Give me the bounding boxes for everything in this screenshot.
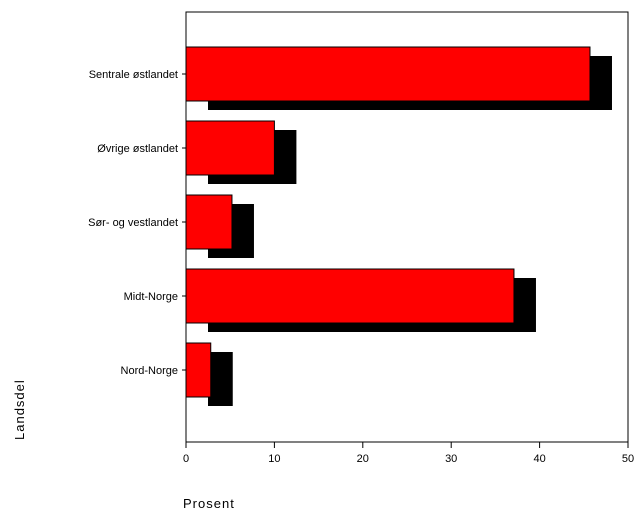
x-tick-label: 40 <box>533 453 545 465</box>
bar <box>185 194 233 250</box>
bars-group <box>185 46 612 406</box>
x-tick-label: 50 <box>622 453 634 465</box>
bar <box>185 120 275 176</box>
x-tick-label: 10 <box>268 453 280 465</box>
x-axis: 0 10 20 30 40 50 <box>183 442 634 465</box>
y-tick-labels: Sentrale østlandet Øvrige østlandet Sør- o… <box>88 69 186 377</box>
y-axis-title: Landsdel <box>12 379 27 440</box>
bar-shadow <box>208 352 233 406</box>
x-axis-title: Prosent <box>183 496 235 511</box>
bar <box>185 46 591 102</box>
y-tick-label: Øvrige østlandet <box>97 143 178 155</box>
bar <box>185 342 212 398</box>
y-tick-label: Midt-Norge <box>124 291 178 303</box>
y-tick-label: Sør- og vestlandet <box>88 217 178 229</box>
y-tick-label: Nord-Norge <box>121 365 178 377</box>
x-tick-label: 20 <box>357 453 369 465</box>
x-tick-label: 0 <box>183 453 189 465</box>
x-tick-label: 30 <box>445 453 457 465</box>
bar <box>185 268 515 324</box>
y-tick-label: Sentrale østlandet <box>89 69 178 81</box>
